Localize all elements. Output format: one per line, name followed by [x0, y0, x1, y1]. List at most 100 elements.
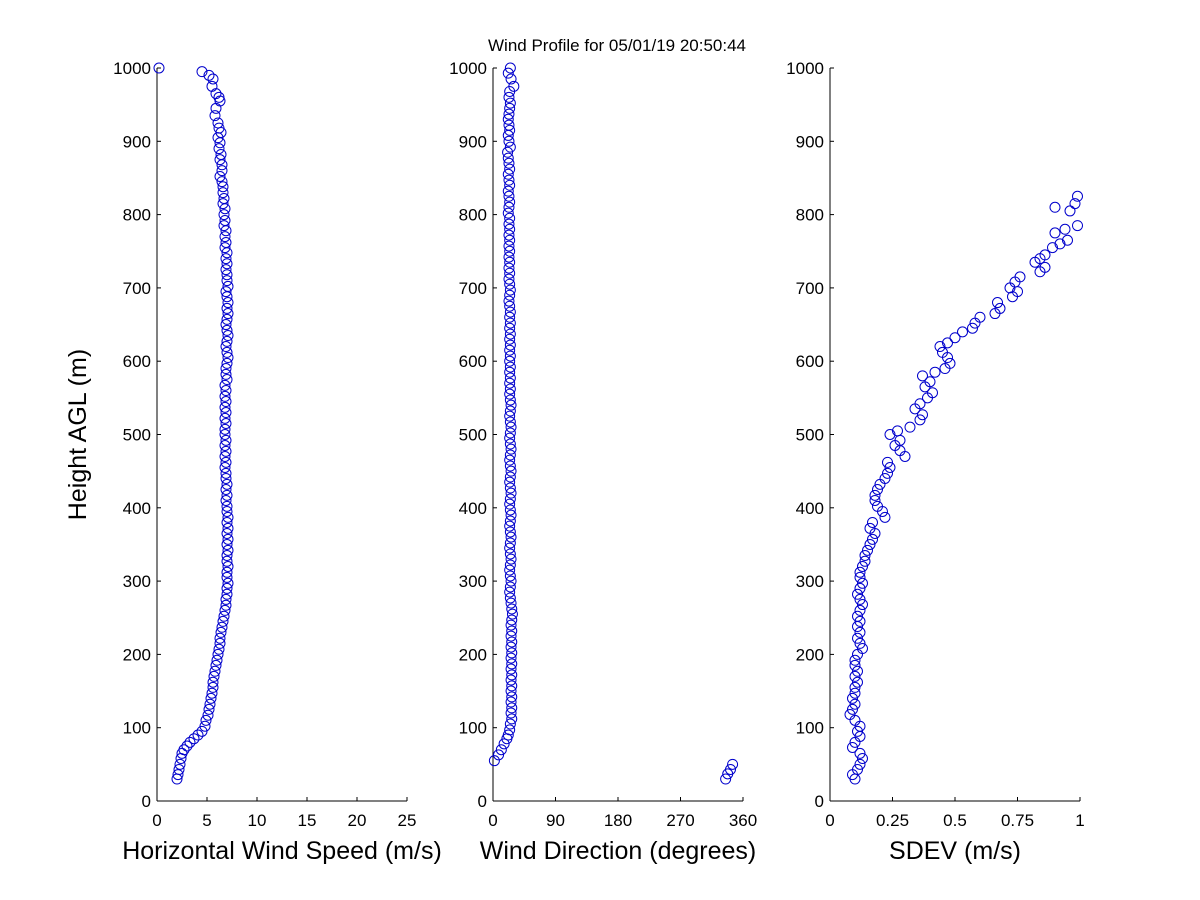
speed-data-point: [218, 610, 230, 622]
speed-data-point: [213, 143, 225, 155]
direction-data-point: [502, 146, 514, 158]
sdev-x-axis-title: SDEV (m/s): [889, 837, 1021, 865]
direction-data-point: [504, 454, 516, 466]
wind-speed-panel: 0 5 10 15 20 25 0 100 200 300 400 500 600 700 800 900 10…: [64, 59, 442, 865]
direction-data-point: [504, 377, 516, 389]
speed-data-point: [219, 450, 231, 462]
direction-data-point: [504, 570, 516, 582]
speed-data-point: [221, 357, 233, 369]
direction-data-point: [504, 317, 516, 329]
direction-data-point: [504, 163, 516, 175]
direction-x-axis-title: Wind Direction (degrees): [480, 837, 757, 865]
sdev-data-point: [857, 599, 868, 611]
speed-data-point: [204, 698, 216, 710]
sdev-data-point: [919, 381, 931, 393]
speed-y-tick-label: 1000: [113, 59, 151, 78]
speed-data-point: [196, 725, 208, 737]
direction-data-point: [505, 630, 517, 642]
speed-data-point: [205, 692, 217, 704]
sdev-data-point: [867, 533, 878, 545]
speed-data-point: [219, 461, 231, 473]
sdev-data-point: [942, 352, 953, 364]
direction-data-point: [504, 355, 516, 367]
direction-data-point: [505, 674, 517, 686]
sdev-data-point: [859, 549, 871, 561]
sdev-data-point: [854, 615, 866, 627]
speed-data-point: [221, 275, 233, 287]
speed-data-point: [221, 588, 233, 600]
direction-data-point: [505, 597, 517, 609]
sdev-data-point: [872, 483, 883, 495]
figure-title: Wind Profile for 05/01/19 20:50:44: [488, 36, 746, 55]
sdev-data-point: [852, 665, 863, 677]
speed-data-point: [220, 599, 232, 611]
sdev-data-point: [849, 681, 861, 693]
speed-data-point: [212, 132, 224, 144]
sdev-data-point: [849, 670, 861, 682]
sdev-data-point: [1049, 227, 1061, 239]
speed-data-point: [216, 159, 228, 171]
speed-x-tick-label: 25: [398, 811, 417, 830]
sdev-data-point: [869, 489, 881, 501]
speed-data-point: [220, 593, 232, 605]
speed-data-point: [175, 752, 187, 764]
direction-x-tick-label: 180: [604, 811, 632, 830]
speed-data-point: [176, 747, 188, 759]
sdev-panel: 0 0.25 0.5 0.75 1 0 100 200 300 400 500 600 700 800 90…: [786, 59, 1085, 865]
direction-y-tick-label: 600: [459, 352, 487, 371]
direction-y-tick-label: 800: [459, 206, 487, 225]
speed-data-point: [172, 769, 184, 781]
direction-data-point: [504, 515, 516, 527]
direction-data-point: [504, 344, 516, 356]
sdev-data-point: [1007, 291, 1018, 303]
sdev-data-point: [904, 421, 916, 433]
sdev-data-point: [854, 637, 866, 649]
direction-data-point: [504, 306, 516, 318]
direction-data-point: [503, 240, 515, 252]
sdev-data-point: [847, 741, 858, 753]
sdev-data-point: [884, 429, 896, 440]
sdev-data-point: [867, 516, 878, 528]
sdev-data-point: [854, 593, 866, 605]
direction-data-point: [504, 581, 516, 593]
speed-data-point: [214, 637, 226, 649]
direction-data-point: [504, 471, 516, 483]
speed-data-point: [217, 187, 229, 199]
direction-data-point: [506, 691, 518, 703]
sdev-data-point: [1069, 198, 1081, 210]
sdev-data-point: [939, 363, 951, 375]
sdev-data-point: [857, 560, 868, 572]
speed-data-point: [181, 740, 193, 752]
speed-data-point: [220, 319, 232, 331]
speed-data-point: [220, 253, 232, 265]
speed-data-point: [221, 527, 233, 539]
sdev-data-point: [852, 648, 863, 660]
sdev-data-point: [909, 403, 921, 415]
direction-data-point: [503, 218, 515, 230]
direction-data-point: [506, 647, 518, 659]
sdev-data-point: [1029, 256, 1041, 268]
speed-data-point: [219, 423, 231, 435]
direction-data-point: [504, 350, 516, 362]
sdev-data-point: [852, 725, 863, 737]
sdev-data-point: [957, 326, 968, 338]
speed-y-tick-label: 700: [123, 279, 151, 298]
direction-data-point: [504, 586, 516, 598]
speed-data-point: [214, 632, 226, 644]
direction-data-point: [505, 73, 517, 85]
direction-y-tick-label: 700: [459, 279, 487, 298]
sdev-data-point: [849, 659, 861, 671]
speed-data-point: [221, 346, 233, 358]
direction-data-point: [504, 124, 516, 136]
speed-data-point: [221, 258, 233, 270]
direction-data-point: [504, 333, 516, 345]
speed-data-point: [203, 69, 215, 81]
speed-data-point: [221, 269, 233, 281]
sdev-data-point: [869, 527, 881, 539]
speed-data-point: [219, 242, 231, 254]
direction-x-tick-label: 90: [546, 811, 565, 830]
direction-data-point: [504, 97, 516, 109]
sdev-x-tick-label: 0.5: [943, 811, 967, 830]
speed-data-point: [208, 670, 220, 682]
sdev-data-point: [849, 736, 861, 748]
